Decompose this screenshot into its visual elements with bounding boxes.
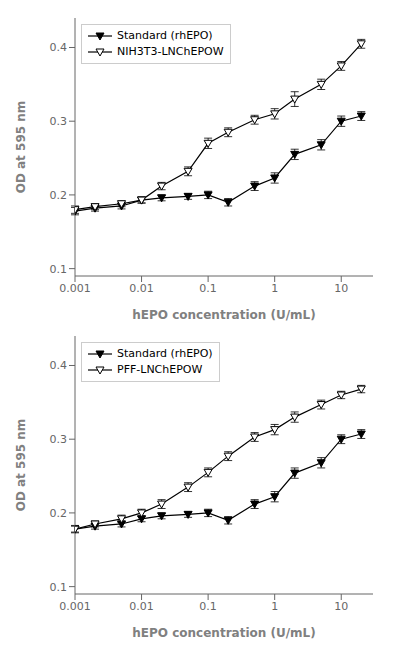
- svg-text:hEPO concentration (U/mL): hEPO concentration (U/mL): [132, 626, 315, 640]
- html-text:PFF-LNChEPOW: PFF-LNChEPOW: [117, 363, 203, 376]
- svg-text:0.3: 0.3: [50, 115, 68, 128]
- svg-text:0.1: 0.1: [50, 581, 68, 594]
- svg-text:0.3: 0.3: [50, 433, 68, 446]
- html-text:Standard (rhEPO): Standard (rhEPO): [117, 29, 213, 42]
- svg-text:0.001: 0.001: [59, 600, 91, 613]
- svg-text:0.01: 0.01: [129, 600, 154, 613]
- svg-text:1: 1: [271, 282, 278, 295]
- svg-text:0.01: 0.01: [129, 282, 154, 295]
- svg-text:OD at 595 nm: OD at 595 nm: [14, 419, 28, 512]
- svg-text:0.1: 0.1: [199, 600, 217, 613]
- html-text:NIH3T3-LNChEPOW: NIH3T3-LNChEPOW: [117, 45, 224, 58]
- svg-text:10: 10: [334, 282, 348, 295]
- svg-text:0.1: 0.1: [199, 282, 217, 295]
- svg-text:1: 1: [271, 600, 278, 613]
- svg-text:0.2: 0.2: [50, 189, 68, 202]
- svg-text:0.1: 0.1: [50, 263, 68, 276]
- html-text:Standard (rhEPO): Standard (rhEPO): [117, 347, 213, 360]
- svg-text:0.4: 0.4: [50, 41, 68, 54]
- svg-text:hEPO concentration (U/mL): hEPO concentration (U/mL): [132, 308, 315, 322]
- svg-text:10: 10: [334, 600, 348, 613]
- svg-text:OD at 595 nm: OD at 595 nm: [14, 101, 28, 194]
- svg-text:0.2: 0.2: [50, 507, 68, 520]
- svg-text:0.4: 0.4: [50, 359, 68, 372]
- svg-text:0.001: 0.001: [59, 282, 91, 295]
